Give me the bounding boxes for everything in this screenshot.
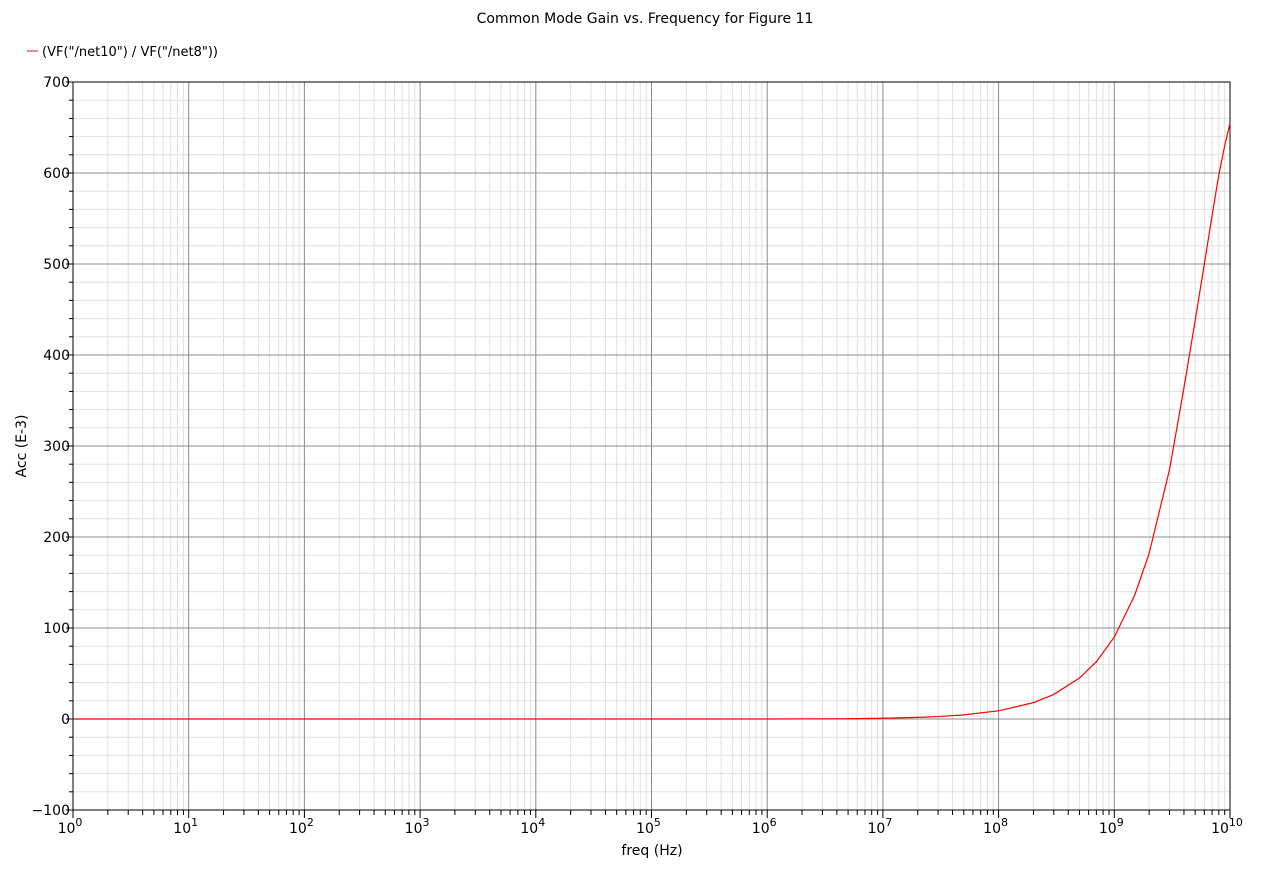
y-tick-label: 700 (43, 75, 70, 91)
x-axis-label: freq (Hz) (621, 843, 682, 859)
x-tick-label: 103 (405, 816, 430, 837)
chart-title: Common Mode Gain vs. Frequency for Figur… (477, 11, 814, 27)
y-tick-label: 600 (43, 166, 70, 182)
legend-entry-label: (VF("/net10") / VF("/net8")) (42, 45, 218, 60)
x-tick-label-exponent: 3 (423, 816, 430, 829)
x-tick-label-exponent: 0 (75, 816, 82, 829)
x-tick-label-base: 10 (520, 821, 538, 837)
x-tick-label: 104 (520, 816, 545, 837)
x-axis: 100 101 102 103 104 105 106 107 108 109 1010 (58, 810, 1243, 837)
x-tick-label: 108 (983, 816, 1008, 837)
x-tick-label: 100 (58, 816, 83, 837)
x-tick-label-base: 10 (173, 821, 191, 837)
legend: (VF("/net10") / VF("/net8")) (27, 45, 218, 60)
y-axis-label: Acc (E-3) (14, 415, 30, 478)
x-tick-label-exponent: 4 (538, 816, 545, 829)
x-tick-label-exponent: 6 (770, 816, 777, 829)
x-tick-label-exponent: 7 (885, 816, 892, 829)
y-tick-label: 200 (43, 530, 70, 546)
y-tick-label: −100 (32, 803, 70, 819)
x-tick-label: 107 (867, 816, 892, 837)
series-layer (73, 122, 1231, 720)
x-tick-label-base: 10 (289, 821, 307, 837)
x-tick-label-exponent: 10 (1229, 816, 1243, 829)
x-tick-label-base: 10 (1099, 821, 1117, 837)
x-tick-label-base: 10 (405, 821, 423, 837)
x-tick-label-exponent: 9 (1117, 816, 1124, 829)
x-tick-label: 105 (636, 816, 661, 837)
x-tick-label: 101 (173, 816, 198, 837)
y-tick-label: 0 (61, 712, 70, 728)
x-tick-label-base: 10 (752, 821, 770, 837)
x-tick-label: 106 (752, 816, 777, 837)
x-tick-label-exponent: 2 (307, 816, 314, 829)
x-tick-label-base: 10 (58, 821, 76, 837)
x-tick-label: 1010 (1211, 816, 1243, 837)
x-tick-label-base: 10 (867, 821, 885, 837)
x-tick-label-exponent: 5 (654, 816, 661, 829)
y-tick-label: 500 (43, 257, 70, 273)
series-line (73, 122, 1231, 720)
x-tick-label-base: 10 (636, 821, 654, 837)
y-tick-label: 400 (43, 348, 70, 364)
x-tick-label-exponent: 1 (191, 816, 198, 829)
x-tick-label: 109 (1099, 816, 1124, 837)
x-tick-label-base: 10 (1211, 821, 1229, 837)
y-axis: −100 0 100 200 300 400 500 600 700 (32, 75, 73, 819)
x-tick-label-base: 10 (983, 821, 1001, 837)
y-tick-label: 100 (43, 621, 70, 637)
x-tick-label-exponent: 8 (1001, 816, 1008, 829)
y-tick-label: 300 (43, 439, 70, 455)
x-tick-label: 102 (289, 816, 314, 837)
